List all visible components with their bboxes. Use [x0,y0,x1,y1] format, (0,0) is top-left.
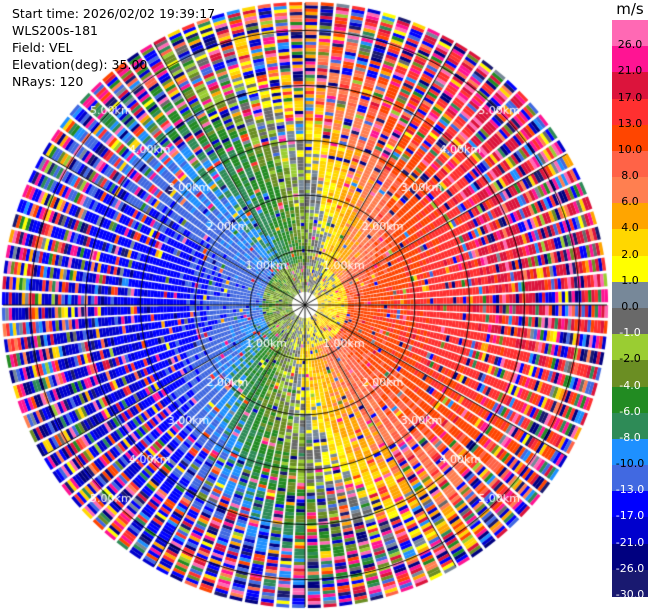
colorbar-tick-label: -30.0 [615,588,645,601]
instrument-label: WLS200s-181 [12,23,98,38]
colorbar-swatch [612,203,648,231]
colorbar-swatch [612,569,648,597]
colorbar-tick-label: -21.0 [615,535,645,549]
colorbar-tick-label: 10.0 [617,142,643,156]
colorbar-swatch [612,20,648,47]
colorbar-swatch [612,412,648,440]
colorbar-tick-label: -4.0 [619,378,641,392]
colorbar-tick-label: 6.0 [621,195,639,209]
colorbar-unit: m/s [616,0,644,18]
colorbar-tick-label: 1.0 [621,273,639,287]
colorbar-tick-label: -26.0 [615,561,645,575]
colorbar-swatch [612,360,648,388]
colorbar-tick-label: -1.0 [619,326,641,340]
start-time-label: Start time: 2026/02/02 19:39:17 [12,6,216,21]
colorbar-tick-label: -8.0 [619,430,641,444]
colorbar-swatch [612,229,648,257]
colorbar-swatch [612,386,648,414]
colorbar-tick-label: -17.0 [615,509,645,523]
colorbar-swatch [612,177,648,205]
elevation-label: Elevation(deg): 35.00 [12,57,148,72]
colorbar-swatch [612,255,648,283]
colorbar-swatch [612,517,648,545]
colorbar-swatch [612,281,648,309]
colorbar-swatch [612,46,648,74]
colorbar-tick-label: 0.0 [621,300,639,313]
colorbar-tick-label: 21.0 [617,64,643,78]
colorbar-swatch [612,124,648,152]
colorbar-swatch [612,465,648,493]
colorbar-swatch [612,334,648,362]
colorbar-tick-label: -6.0 [619,404,641,418]
colorbar-tick-label: 26.0 [617,38,643,52]
colorbar-swatch [612,98,648,126]
colorbar-tick-label: 8.0 [621,169,639,183]
colorbar-swatch [612,543,648,571]
colorbar-swatch [612,438,648,466]
colorbar-tick-label: 2.0 [621,247,639,261]
colorbar-tick-label: -2.0 [619,352,641,366]
colorbar-swatch [612,491,648,519]
colorbar-swatch [612,72,648,100]
colorbar-swatch [612,308,648,335]
colorbar-tick-label: -13.0 [615,483,645,497]
colorbar-swatch [612,150,648,178]
nrays-label: NRays: 120 [12,74,84,89]
colorbar-tick-label: 13.0 [617,116,643,130]
colorbar-tick-label: 4.0 [621,221,639,235]
velocity-colorbar: 26.0 21.0 17.0 13.0 10.0 8.0 6.0 4.0 2.0 1.0 0.0 -1… [612,20,648,601]
field-label: Field: VEL [12,40,73,55]
colorbar-tick-label: 17.0 [617,90,643,104]
colorbar-tick-label: -10.0 [615,457,645,471]
ppi-velocity-plot [0,0,612,610]
